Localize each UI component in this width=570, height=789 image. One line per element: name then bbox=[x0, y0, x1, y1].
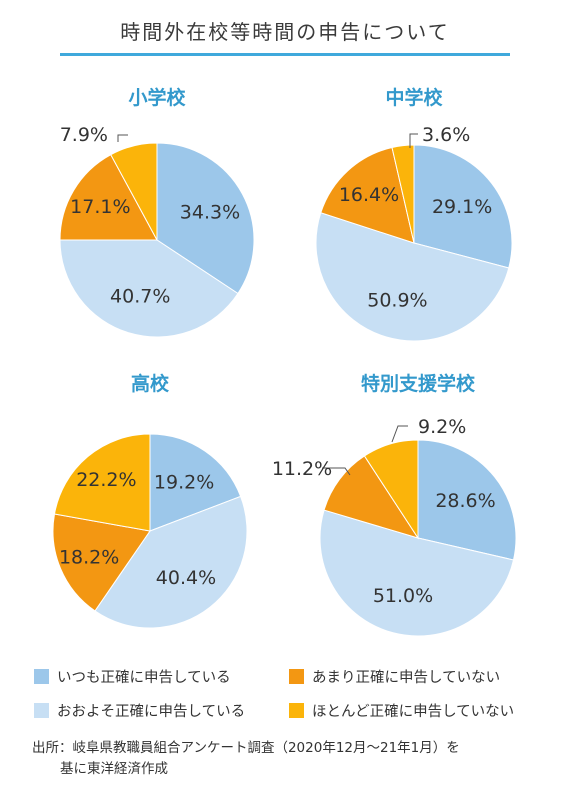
legend-swatch-mostly bbox=[34, 703, 49, 718]
data-label-high-rarely: 18.2% bbox=[59, 546, 119, 568]
callout-line-elementary-never bbox=[117, 134, 128, 142]
pie-slice-special-needs-mostly bbox=[319, 509, 515, 637]
source-line-1: 出所：岐阜県教職員組合アンケート調査（2020年12月～21年1月）を bbox=[32, 740, 460, 756]
title-underline bbox=[60, 53, 510, 56]
legend-label-mostly: おおよそ正確に申告している bbox=[57, 704, 246, 720]
data-label-high-mostly: 40.4% bbox=[156, 567, 216, 589]
pie-slice-elementary-never bbox=[110, 142, 158, 241]
pie-slice-elementary-mostly bbox=[59, 239, 239, 338]
chart-title-special-needs: 特別支援学校 bbox=[361, 372, 476, 395]
pie-slice-junior-high-rarely bbox=[320, 146, 415, 244]
data-label-elementary-mostly: 40.7% bbox=[110, 286, 170, 308]
chart-title-high: 高校 bbox=[131, 372, 170, 395]
pie-chart-special-needs: 特別支援学校 28.6% 51.0% 11.2% 9.2% bbox=[272, 372, 517, 637]
data-label-junior-high-mostly: 50.9% bbox=[367, 289, 427, 311]
pie-slice-junior-high-mostly bbox=[315, 212, 510, 342]
data-label-special-needs-always: 28.6% bbox=[435, 490, 495, 512]
data-label-special-needs-rarely: 11.2% bbox=[272, 458, 332, 480]
pie-slice-special-needs-rarely bbox=[323, 455, 420, 539]
pie-charts: 小学校 34.3% 40.7% 17.1% 7.9% 中学校 29.1% 50.9% 16.4%… bbox=[52, 86, 517, 637]
source-note: 出所：岐阜県教職員組合アンケート調査（2020年12月～21年1月）を 基に東洋… bbox=[32, 738, 552, 780]
pie-chart-high: 高校 19.2% 40.4% 18.2% 22.2% bbox=[52, 372, 248, 629]
pie-chart-junior-high: 中学校 29.1% 50.9% 16.4% 3.6% bbox=[315, 86, 513, 342]
legend-label-rarely: あまり正確に申告していない bbox=[312, 670, 501, 686]
pie-slice-special-needs-always bbox=[417, 439, 517, 561]
pie-slice-junior-high-always bbox=[413, 144, 513, 269]
pie-chart-elementary: 小学校 34.3% 40.7% 17.1% 7.9% bbox=[59, 86, 255, 338]
callout-line-special-needs-rarely bbox=[322, 467, 351, 476]
pie-slice-junior-high-never bbox=[391, 144, 415, 244]
pie-slice-high-never bbox=[53, 433, 151, 532]
data-label-elementary-always: 34.3% bbox=[180, 202, 240, 224]
legend-swatch-never bbox=[289, 703, 304, 718]
pie-slice-high-rarely bbox=[52, 513, 151, 612]
chart-title-junior-high: 中学校 bbox=[385, 86, 443, 109]
legend-item-rarely: あまり正確に申告していない bbox=[289, 666, 500, 687]
source-line-2: 基に東洋経済作成 bbox=[60, 761, 168, 777]
legend-swatch-always bbox=[34, 669, 49, 684]
pie-slice-elementary-rarely bbox=[59, 154, 158, 241]
page-title: 時間外在校等時間の申告について bbox=[120, 20, 450, 44]
legend-item-never: ほとんど正確に申告していない bbox=[289, 700, 514, 721]
data-label-junior-high-never: 3.6% bbox=[422, 124, 470, 146]
data-label-elementary-rarely: 17.1% bbox=[70, 196, 130, 218]
data-label-high-always: 19.2% bbox=[154, 471, 214, 493]
pie-slice-high-mostly bbox=[94, 495, 248, 629]
data-label-special-needs-mostly: 51.0% bbox=[373, 585, 433, 607]
data-label-elementary-never: 7.9% bbox=[60, 124, 108, 146]
data-label-junior-high-rarely: 16.4% bbox=[339, 184, 399, 206]
callout-line-junior-high-never bbox=[409, 133, 418, 148]
legend-item-mostly: おおよそ正確に申告している bbox=[34, 700, 245, 721]
data-label-junior-high-always: 29.1% bbox=[432, 196, 492, 218]
chart-title-elementary: 小学校 bbox=[128, 86, 186, 109]
legend-label-never: ほとんど正確に申告していない bbox=[312, 704, 515, 720]
data-label-special-needs-never: 9.2% bbox=[418, 416, 466, 438]
callout-line-special-needs-never bbox=[391, 425, 408, 443]
pie-slice-special-needs-never bbox=[363, 439, 419, 540]
pie-slice-high-always bbox=[149, 433, 242, 532]
data-label-high-never: 22.2% bbox=[76, 469, 136, 491]
legend-label-always: いつも正確に申告している bbox=[57, 670, 231, 686]
legend-swatch-rarely bbox=[289, 669, 304, 684]
legend-item-always: いつも正確に申告している bbox=[34, 666, 231, 687]
